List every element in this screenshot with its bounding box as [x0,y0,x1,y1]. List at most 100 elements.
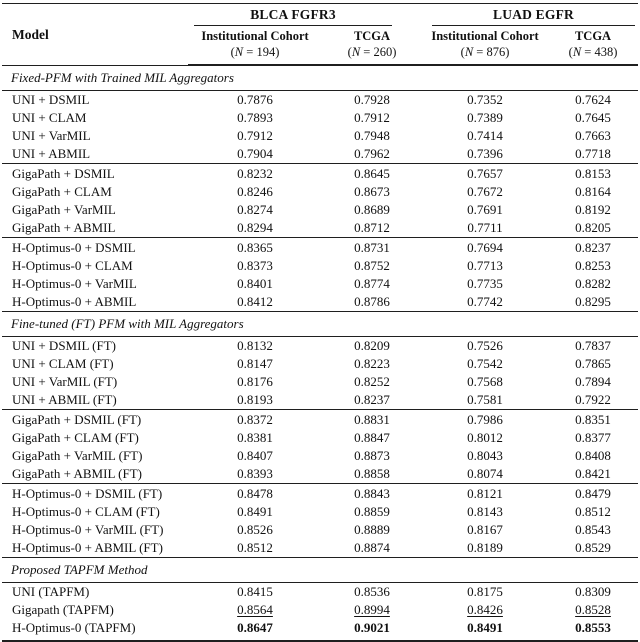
value-cell: 0.8512 [575,504,611,519]
value-cell: 0.8232 [188,163,322,183]
value-cell: 0.8774 [354,276,390,291]
model-cell: H-Optimus-0 + VarMIL [12,276,137,291]
value-cell: 0.8377 [575,430,611,445]
value-cell: 0.8415 [237,584,273,599]
value-cell: 0.7865 [575,356,611,371]
column-header-luad-tcga: TCGA (N = 438) [548,26,639,66]
value-cell: 0.7922 [575,392,611,407]
value-cell: 0.7694 [422,237,549,257]
value-cell: 0.7894 [575,374,611,389]
table-row: GigaPath + DSMIL (FT) 0.8372 0.8831 0.7986 0… [2,409,639,429]
value-cell: 0.8752 [354,258,390,273]
value-cell: 0.7657 [422,163,549,183]
group-label-blca: BLCA FGFR3 [194,7,393,26]
value-cell: 0.8205 [575,220,611,235]
value-cell: 0.8043 [467,448,503,463]
value-cell: 0.8164 [575,184,611,199]
value-cell: 0.9021 [322,619,423,642]
model-cell: UNI + VarMIL [12,128,91,143]
value-cell: 0.8192 [575,202,611,217]
value-cell: 0.8147 [237,356,273,371]
column-header-blca-institutional: Institutional Cohort (N = 194) [188,26,322,66]
table-row: H-Optimus-0 + DSMIL (FT) 0.8478 0.8843 0.81… [2,483,639,503]
value-cell: 0.8274 [237,202,273,217]
value-cell: 0.7893 [237,110,273,125]
value-cell: 0.7912 [354,110,390,125]
value-cell: 0.7624 [575,92,611,107]
value-cell: 0.8847 [354,430,390,445]
model-cell: UNI (TAPFM) [12,584,90,599]
table-row: GigaPath + ABMIL 0.8294 0.8712 0.7711 0.8205 [2,219,638,238]
table-row: H-Optimus-0 + DSMIL 0.8365 0.8731 0.7694 0.8… [2,237,639,257]
value-cell: 0.7389 [467,110,503,125]
value-cell: 0.8731 [322,237,423,257]
value-cell: 0.8223 [354,356,390,371]
model-cell: UNI + ABMIL (FT) [12,392,117,407]
value-cell: 0.8874 [354,540,390,555]
value-cell: 0.8012 [467,430,503,445]
value-cell: 0.8478 [188,483,322,503]
column-n: (N = 194) [230,45,280,59]
n-math-symbol: N [464,45,474,59]
section-title: Proposed TAPFM Method [2,557,639,583]
value-cell: 0.8843 [322,483,423,503]
value-cell: 0.8153 [548,163,639,183]
value-cell: 0.8294 [237,220,273,235]
value-cell: 0.8167 [467,522,503,537]
value-cell: 0.7352 [467,92,503,107]
model-column-header: Model [2,3,188,65]
value-cell: 0.8246 [237,184,273,199]
model-cell: GigaPath + CLAM [12,184,112,199]
value-cell: 0.8645 [322,163,423,183]
model-cell: H-Optimus-0 + CLAM [12,258,133,273]
value-cell: 0.8712 [354,220,390,235]
n-math-symbol: N [351,45,361,59]
column-n: (N = 876) [460,45,510,59]
value-cell: 0.8412 [237,294,273,309]
value-cell: 0.8401 [237,276,273,291]
model-cell: UNI + VarMIL (FT) [12,374,118,389]
column-header-luad-institutional: Institutional Cohort (N = 876) [422,26,549,66]
group-header-blca: BLCA FGFR3 [188,3,423,26]
table-row: UNI + VarMIL 0.7912 0.7948 0.7414 0.7663 [2,127,638,145]
model-cell: GigaPath + ABMIL (FT) [12,466,142,481]
column-n: (N = 260) [347,45,397,59]
model-cell: GigaPath + DSMIL [2,163,188,183]
value-cell: 0.8237 [548,237,639,257]
table-row: UNI + ABMIL 0.7904 0.7962 0.7396 0.7718 [2,145,638,164]
model-cell: H-Optimus-0 + DSMIL (FT) [2,483,188,503]
table-row: H-Optimus-0 + CLAM (FT) 0.8491 0.8859 0.814… [2,503,638,521]
model-cell: GigaPath + CLAM (FT) [12,430,139,445]
table-row: GigaPath + VarMIL (FT) 0.8407 0.8873 0.8043… [2,447,638,465]
value-cell: 0.8689 [354,202,390,217]
table-row: GigaPath + DSMIL 0.8232 0.8645 0.7657 0.8153 [2,163,639,183]
model-cell: H-Optimus-0 + ABMIL [12,294,137,309]
model-cell: UNI + ABMIL [12,146,91,161]
value-cell: 0.8295 [575,294,611,309]
value-cell: 0.8381 [237,430,273,445]
value-cell: 0.8859 [354,504,390,519]
value-cell: 0.8365 [188,237,322,257]
value-cell: 0.8831 [322,409,423,429]
value-cell: 0.7876 [237,92,273,107]
section-header-row: Fine-tuned (FT) PFM with MIL Aggregators [2,311,639,337]
section-header-row: Proposed TAPFM Method [2,557,639,583]
table-row: UNI + ABMIL (FT) 0.8193 0.8237 0.7581 0.7922 [2,391,638,410]
model-cell: H-Optimus-0 + VarMIL (FT) [12,522,164,537]
table-row: GigaPath + VarMIL 0.8274 0.8689 0.7691 0.819… [2,201,638,219]
group-header-luad: LUAD EGFR [422,3,639,26]
table-row: H-Optimus-0 + CLAM 0.8373 0.8752 0.7713 0.82… [2,257,638,275]
model-cell: GigaPath + ABMIL [12,220,116,235]
value-cell: 0.8786 [354,294,390,309]
value-cell: 0.7711 [467,220,503,235]
table-row: UNI + CLAM (FT) 0.8147 0.8223 0.7542 0.7865 [2,355,638,373]
value-cell: 0.7526 [467,338,503,353]
value-cell: 0.8647 [188,619,322,642]
value-cell: 0.8209 [354,338,390,353]
section-title: Fixed-PFM with Trained MIL Aggregators [2,64,639,91]
value-cell: 0.8193 [237,392,273,407]
model-cell: UNI + DSMIL (FT) [12,338,116,353]
table-body: Fixed-PFM with Trained MIL Aggregators UN… [2,64,639,642]
column-name: Institutional Cohort [431,29,539,43]
